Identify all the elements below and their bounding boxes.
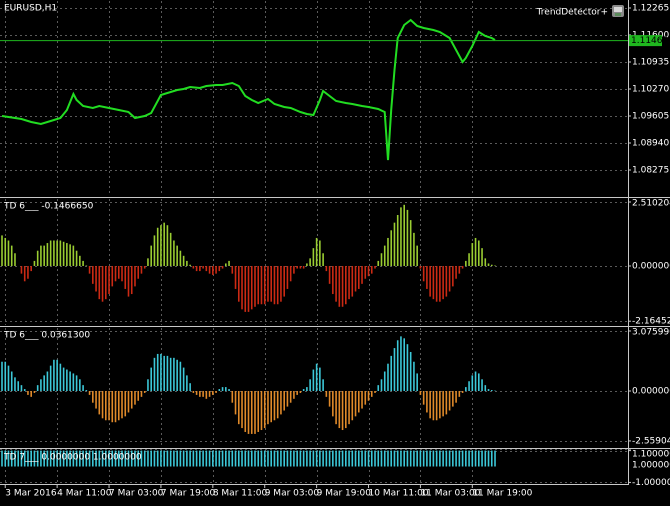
y-tick-label: 1.08940 — [632, 139, 669, 149]
y-tick-label: -2.1645237 — [632, 317, 670, 327]
x-tick-label: 4 Mar 11:00 — [57, 489, 112, 499]
x-tick-label: 7 Mar 19:00 — [161, 489, 216, 499]
y-tick-label: 1.10270 — [632, 85, 669, 95]
x-tick-label: 8 Mar 11:00 — [213, 489, 268, 499]
panel-title: TD 6___ -0.1466650 — [3, 202, 94, 212]
y-tick-label: 0.0000000 — [632, 387, 670, 397]
y-tick-label: -1.0000000 — [632, 478, 670, 488]
y-tick-label: 2.5102049 — [632, 199, 670, 209]
last-price-label: 1.11462 — [631, 36, 668, 46]
x-tick-label: 11 Mar 03:00 — [420, 489, 480, 499]
indicator-name: TrendDetector+ — [536, 8, 608, 18]
y-tick-label: 3.0759908 — [632, 328, 670, 338]
y-tick-label: 1.0000000 — [632, 461, 670, 471]
x-tick-label: 3 Mar 2016 — [5, 489, 57, 499]
last-price-box — [629, 35, 662, 47]
y-tick-label: 1.12265 — [632, 3, 669, 13]
y-tick-label: 1.1000000 — [632, 450, 670, 460]
x-tick-label: 10 Mar 11:00 — [369, 489, 429, 499]
panel-title: TD 7___ 0.0000000 1.0000000 — [3, 453, 142, 463]
y-tick-label: 1.08275 — [632, 166, 669, 176]
panel-title: EURUSD,H1 — [4, 4, 57, 14]
y-tick-label: -2.5590484 — [632, 436, 670, 446]
x-tick-label: 11 Mar 19:00 — [472, 489, 532, 499]
x-tick-label: 7 Mar 03:00 — [109, 489, 164, 499]
x-tick-label: 9 Mar 03:00 — [265, 489, 320, 499]
panel-title: TD 6___ 0.0361300 — [3, 331, 90, 341]
y-tick-label: 1.10935 — [632, 58, 669, 68]
y-tick-label: 1.09605 — [632, 112, 669, 122]
x-tick-label: 9 Mar 19:00 — [317, 489, 372, 499]
indicator-icon — [612, 5, 624, 17]
y-tick-label: 0.0000000 — [632, 262, 670, 272]
price-line — [1, 18, 496, 161]
